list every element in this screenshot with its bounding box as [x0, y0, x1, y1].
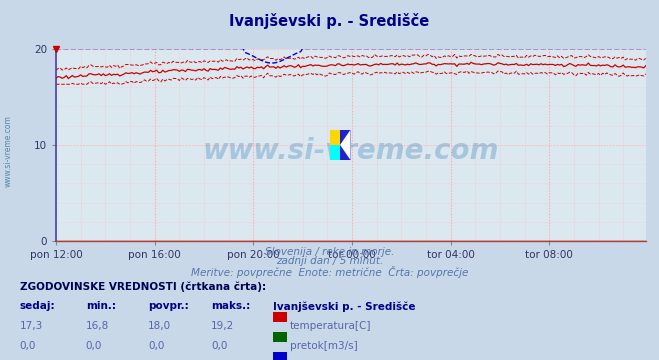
Text: temperatura[C]: temperatura[C]: [290, 321, 372, 331]
Text: pretok[m3/s]: pretok[m3/s]: [290, 341, 358, 351]
Text: 0,0: 0,0: [211, 341, 227, 351]
Text: 17,3: 17,3: [20, 321, 43, 331]
Text: www.si-vreme.com: www.si-vreme.com: [203, 137, 499, 165]
Text: 18,0: 18,0: [148, 321, 171, 331]
Text: 0,0: 0,0: [148, 341, 165, 351]
Text: 16,8: 16,8: [86, 321, 109, 331]
Text: 0,0: 0,0: [86, 341, 102, 351]
Text: povpr.:: povpr.:: [148, 301, 189, 311]
Text: 19,2: 19,2: [211, 321, 234, 331]
Text: 0,0: 0,0: [20, 341, 36, 351]
Text: zadnji dan / 5 minut.: zadnji dan / 5 minut.: [276, 256, 383, 266]
Text: min.:: min.:: [86, 301, 116, 311]
Text: Ivanjševski p. - Središče: Ivanjševski p. - Središče: [273, 301, 416, 312]
Text: Slovenija / reke in morje.: Slovenija / reke in morje.: [265, 247, 394, 257]
Text: www.si-vreme.com: www.si-vreme.com: [3, 115, 13, 187]
Text: sedaj:: sedaj:: [20, 301, 55, 311]
Text: ZGODOVINSKE VREDNOSTI (črtkana črta):: ZGODOVINSKE VREDNOSTI (črtkana črta):: [20, 282, 266, 292]
Text: Meritve: povprečne  Enote: metrične  Črta: povprečje: Meritve: povprečne Enote: metrične Črta:…: [191, 266, 468, 278]
Text: maks.:: maks.:: [211, 301, 250, 311]
Text: Ivanjševski p. - Središče: Ivanjševski p. - Središče: [229, 13, 430, 28]
